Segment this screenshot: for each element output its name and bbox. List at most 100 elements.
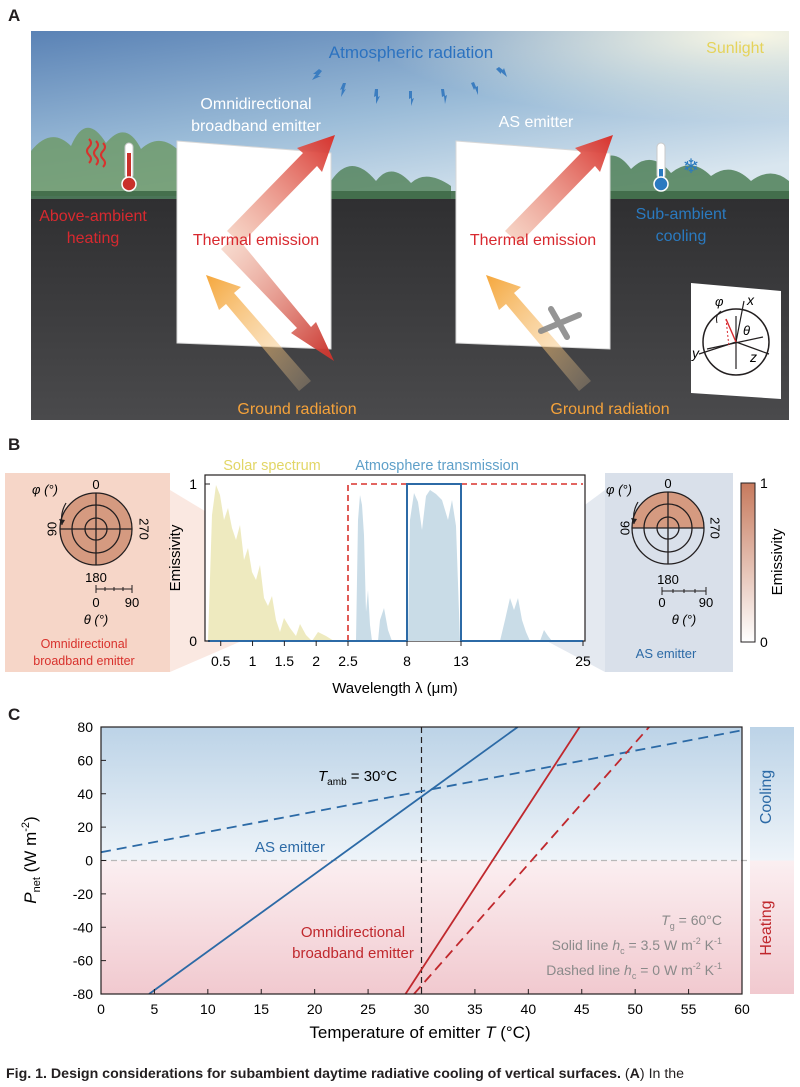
x-tick-label: 60 xyxy=(734,1001,750,1017)
chart-background xyxy=(101,727,794,994)
above-ambient-line1: Above-ambient xyxy=(39,208,147,225)
y-tick-label: 40 xyxy=(77,786,93,802)
ground-radiation-label-left: Ground radiation xyxy=(237,401,356,418)
as-theta-label: θ (°) xyxy=(672,612,697,627)
x-tick-label: 55 xyxy=(681,1001,697,1017)
spectrum-xlabel: Wavelength λ (μm) xyxy=(332,680,458,697)
thermal-emission-up-arrow-right xyxy=(505,135,613,244)
as-phi-label: φ (°) xyxy=(606,482,632,497)
omni-theta-tick-90: 90 xyxy=(125,595,139,610)
x-tick-label: 5 xyxy=(151,1001,159,1017)
atmosphere-band-2 xyxy=(408,490,460,641)
panel-b-emissivity: φ (°) 0 90 270 180 0 90 θ (°) Omnidirect… xyxy=(5,458,786,697)
y-tick-label: -80 xyxy=(73,986,93,1002)
as-theta-tick-0: 0 xyxy=(658,595,665,610)
spectrum-ytick-1: 1 xyxy=(189,476,197,492)
y-tick-label: 60 xyxy=(77,752,93,768)
ground-radiation-arrow-right xyxy=(486,275,591,391)
hot-thermometer-icon xyxy=(121,142,137,192)
atmospheric-radiation-label: Atmospheric radiation xyxy=(329,43,493,62)
cooling-label: Cooling xyxy=(758,770,775,824)
snowflake-icon: ❄ xyxy=(683,156,700,178)
cooling-heating-sidebar xyxy=(750,727,794,994)
omni-theta-label: θ (°) xyxy=(84,612,109,627)
x-axis-label: Temperature of emitter T (°C) xyxy=(309,1023,530,1042)
omni-phi-label: φ (°) xyxy=(32,482,58,497)
colorbar-bottom: 0 xyxy=(760,634,768,650)
series-line-2 xyxy=(404,727,581,994)
omni-series-label-line1: Omnidirectional xyxy=(301,924,405,941)
omni-theta-tick-0: 0 xyxy=(92,595,99,610)
series-line-3 xyxy=(413,727,650,994)
x-tick-label: 20 xyxy=(307,1001,323,1017)
y-tick-label: -40 xyxy=(73,919,93,935)
sunlight-label: Sunlight xyxy=(706,40,764,57)
x-tick-label: 15 xyxy=(253,1001,269,1017)
solar-spectrum-label: Solar spectrum xyxy=(223,458,321,474)
spectrum-xtick-label: 8 xyxy=(403,653,411,669)
axis-phi-label: φ xyxy=(715,294,724,309)
ground-radiation-arrow-left xyxy=(206,275,311,391)
as-emitter-series-label: AS emitter xyxy=(255,839,325,856)
x-tick-label: 35 xyxy=(467,1001,483,1017)
x-tick-label: 50 xyxy=(627,1001,643,1017)
y-axis-label: Pnet (W m-2) xyxy=(20,816,43,903)
above-ambient-line2: heating xyxy=(67,230,120,247)
cooling-sidebar xyxy=(750,727,794,861)
x-tick-label: 40 xyxy=(521,1001,537,1017)
as-polar-left: 90 xyxy=(618,521,633,535)
atmospheric-radiation-arrows xyxy=(312,67,507,106)
solar-spectrum-fill xyxy=(208,485,334,641)
axis-x-label: x xyxy=(746,292,755,308)
spectrum-xticks: 0.5 1 1.5 2 2.5 8 13 25 xyxy=(211,641,591,669)
chart-axes: 0 5 10 15 20 25 30 35 40 45 50 55 60 80 60 40 20 0 -20 -40 -… xyxy=(73,719,750,1017)
spectrum-ylabel: Emissivity xyxy=(167,524,184,591)
panel-label-c: C xyxy=(8,705,21,724)
as-polar-plot xyxy=(631,491,705,565)
ground-radiation-label-right: Ground radiation xyxy=(550,401,669,418)
spectrum-xtick-label: 1 xyxy=(249,653,257,669)
x-tick-label: 0 xyxy=(97,1001,105,1017)
dashed-line-note: Dashed line hc = 0 W m-2 K-1 xyxy=(546,961,722,981)
x-tick-label: 10 xyxy=(200,1001,216,1017)
series-line-0 xyxy=(148,727,519,994)
x-tick-label: 30 xyxy=(414,1001,430,1017)
spectrum-ytick-0: 0 xyxy=(189,633,197,649)
spectrum-xtick-label: 13 xyxy=(453,653,469,669)
as-polar-right: 270 xyxy=(708,517,723,539)
spectrum-xtick-label: 2.5 xyxy=(338,653,358,669)
spectrum-xtick-label: 25 xyxy=(575,653,591,669)
t-amb-label: Tamb = 30°C xyxy=(318,768,397,788)
omni-polar-plot xyxy=(59,492,133,566)
as-polar-bottom: 180 xyxy=(657,572,679,587)
y-tick-label: 80 xyxy=(77,719,93,735)
solid-line-note: Solid line hc = 3.5 W m-2 K-1 xyxy=(552,936,722,956)
panel-label-b: B xyxy=(8,435,21,454)
axis-z-label: z xyxy=(749,349,757,365)
omni-caption-line1: Omnidirectional xyxy=(41,637,128,651)
y-tick-label: 20 xyxy=(77,819,93,835)
coordinate-system-inset: φ x θ y z xyxy=(691,283,781,399)
chart-series xyxy=(101,727,742,994)
spectrum-xtick-label: 1.5 xyxy=(275,653,295,669)
as-polar-top: 0 xyxy=(664,476,671,491)
cold-thermometer-icon xyxy=(653,142,669,192)
sub-ambient-line2: cooling xyxy=(656,228,707,245)
emissivity-colorbar xyxy=(740,482,756,643)
spectrum-xtick-label: 0.5 xyxy=(211,653,231,669)
heat-wave-icon xyxy=(86,138,106,168)
omni-polar-right: 270 xyxy=(137,518,152,540)
atmosphere-transmission-label: Atmosphere transmission xyxy=(355,458,519,474)
panel-a-illustration: Atmospheric radiation Sunlight Omnidirec… xyxy=(31,31,789,420)
atmosphere-band-1 xyxy=(356,495,372,641)
thermal-emission-up-arrow-left xyxy=(227,135,335,244)
as-emitter-title: AS emitter xyxy=(499,114,574,131)
omni-polar-top: 0 xyxy=(92,477,99,492)
spectrum-xtick-label: 2 xyxy=(312,653,320,669)
x-tick-label: 45 xyxy=(574,1001,590,1017)
thermal-emission-label-right: Thermal emission xyxy=(470,232,596,249)
colorbar-top: 1 xyxy=(760,475,768,491)
as-theta-tick-90: 90 xyxy=(699,595,713,610)
y-tick-label: 0 xyxy=(85,853,93,869)
axis-theta-label: θ xyxy=(743,323,750,338)
